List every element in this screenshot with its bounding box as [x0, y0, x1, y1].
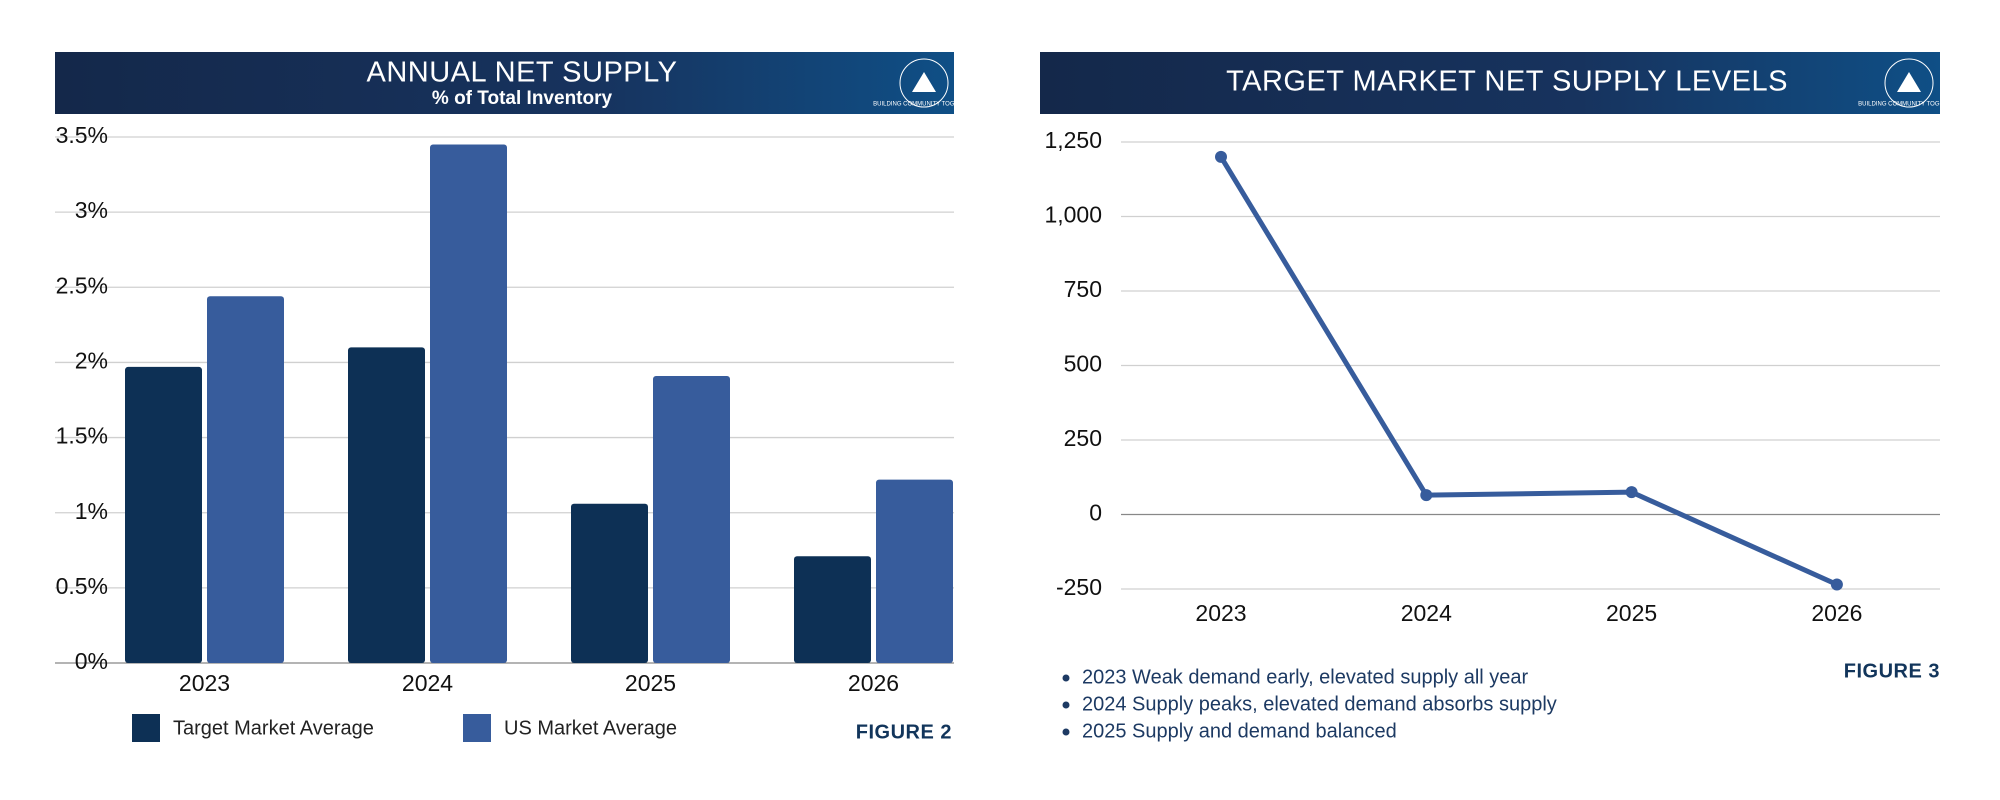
note: 2023 Weak demand early, elevated supply … — [1082, 666, 1529, 688]
y-tick-label: 1,000 — [1044, 202, 1102, 228]
chart-title: TARGET MARKET NET SUPPLY LEVELS — [1226, 66, 1788, 98]
figure-label: FIGURE 2 — [856, 721, 952, 743]
chart-title: ANNUAL NET SUPPLY — [367, 57, 678, 89]
logo: BUILDING COMMUNITY TOGETHER — [1858, 58, 1961, 108]
bullet — [1062, 674, 1070, 682]
y-tick-label: 3.5% — [56, 122, 108, 148]
point — [1215, 150, 1227, 163]
figure-label: FIGURE 3 — [1844, 660, 1940, 682]
line — [1218, 155, 1838, 587]
x-tick-label: 2024 — [1401, 600, 1452, 626]
logo-ring — [899, 58, 949, 108]
y-tick-label: 0.5% — [56, 573, 108, 599]
chart-subtitle: % of Total Inventory — [432, 88, 613, 109]
bar — [207, 296, 284, 663]
x-tick-label: 2023 — [1195, 600, 1246, 626]
y-tick-label: 250 — [1064, 425, 1102, 451]
note: 2025 Supply and demand balanced — [1082, 720, 1397, 742]
logo-mark — [1897, 72, 1921, 92]
bar — [794, 556, 871, 663]
legend-swatch — [463, 714, 491, 742]
y-tick-label: 2% — [75, 348, 108, 374]
bar — [430, 144, 507, 663]
x-tick-label: 2026 — [848, 670, 899, 696]
legend-label: US Market Average — [504, 717, 677, 739]
header-bar — [1040, 52, 1940, 114]
point — [1420, 489, 1433, 502]
x-tick-label: 2024 — [402, 670, 453, 696]
y-tick-label: 3% — [75, 197, 108, 223]
point — [1625, 486, 1638, 499]
y-tick-label: 1.5% — [56, 423, 108, 449]
x-tick-label: 2025 — [1606, 600, 1657, 626]
y-tick-label: 2.5% — [56, 272, 108, 298]
bullet — [1062, 701, 1070, 709]
logo-ring — [1884, 58, 1934, 108]
bar — [125, 366, 202, 663]
logo: BUILDING COMMUNITY TOGETHER — [873, 58, 976, 108]
legend-swatch — [132, 714, 160, 742]
bar — [876, 479, 953, 663]
x-tick-label: 2023 — [179, 670, 230, 696]
y-tick-label: 750 — [1064, 276, 1102, 302]
header-bar — [55, 52, 954, 114]
bar — [653, 375, 730, 663]
logo-text: BUILDING COMMUNITY TOGETHER — [1858, 102, 1960, 108]
y-tick-label: 1,250 — [1044, 127, 1102, 153]
y-tick-label: -250 — [1056, 574, 1102, 600]
bar — [348, 347, 425, 663]
legend-label: Target Market Average — [173, 717, 374, 739]
point — [1830, 578, 1843, 591]
bullet — [1062, 728, 1070, 736]
y-tick-label: 500 — [1064, 351, 1102, 377]
x-tick-label: 2026 — [1811, 600, 1862, 626]
x-tick-label: 2025 — [625, 670, 676, 696]
y-tick-label: 0 — [1089, 500, 1102, 526]
y-tick-label: 1% — [75, 498, 108, 524]
logo-mark — [912, 72, 936, 92]
y-tick-label: 0% — [75, 648, 108, 674]
logo-text: BUILDING COMMUNITY TOGETHER — [873, 102, 975, 108]
note: 2024 Supply peaks, elevated demand absor… — [1082, 693, 1557, 715]
bar — [571, 503, 648, 663]
